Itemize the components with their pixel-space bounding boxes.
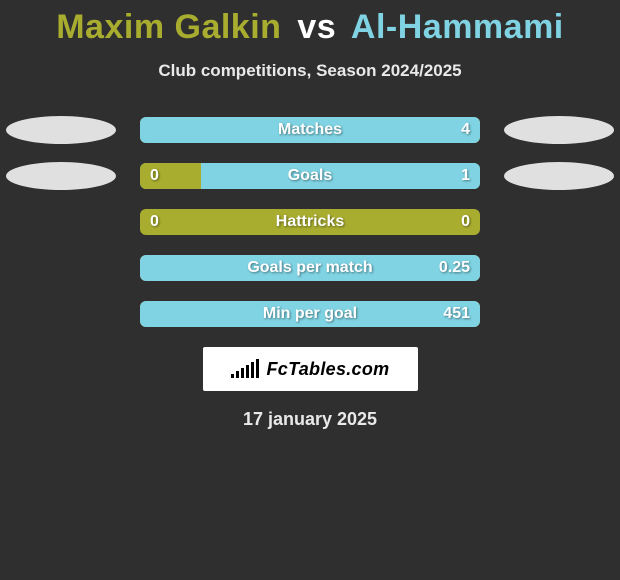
title-player1: Maxim Galkin — [56, 8, 281, 46]
stat-rows: Matches 4 Goals 0 1 Hattricks 0 0 Goals per matc… — [0, 117, 620, 327]
stat-label: Goals — [288, 167, 332, 185]
left-ellipse — [6, 162, 116, 190]
brand-logo-bar — [256, 359, 259, 378]
brand-logo-bar — [231, 374, 234, 378]
stat-row: Min per goal 451 — [0, 301, 620, 327]
title-vs: vs — [297, 8, 336, 46]
title: Maxim Galkin vs Al-Hammami — [0, 8, 620, 47]
brand-logo-bar — [246, 365, 249, 378]
stat-bar: Hattricks 0 0 — [140, 209, 480, 235]
infographic-root: Maxim Galkin vs Al-Hammami Club competit… — [0, 0, 620, 580]
bar-chart-icon — [231, 360, 259, 378]
stat-row: Hattricks 0 0 — [0, 209, 620, 235]
stat-left-value: 0 — [150, 167, 159, 185]
stat-label: Matches — [278, 121, 342, 139]
stat-label: Goals per match — [247, 259, 372, 277]
stat-row: Matches 4 — [0, 117, 620, 143]
stat-bar: Min per goal 451 — [140, 301, 480, 327]
brand-logo-bar — [241, 368, 244, 378]
brand-text: FcTables.com — [267, 359, 390, 380]
stat-right-value: 4 — [461, 121, 470, 139]
date: 17 january 2025 — [0, 409, 620, 430]
brand-box: FcTables.com — [203, 347, 418, 391]
bar-fill-right — [201, 163, 480, 189]
stat-row: Goals 0 1 — [0, 163, 620, 189]
stat-right-value: 451 — [443, 305, 470, 323]
subtitle: Club competitions, Season 2024/2025 — [0, 61, 620, 81]
stat-bar: Goals 0 1 — [140, 163, 480, 189]
stat-right-value: 0 — [461, 213, 470, 231]
stat-left-value: 0 — [150, 213, 159, 231]
stat-right-value: 1 — [461, 167, 470, 185]
stat-right-value: 0.25 — [439, 259, 470, 277]
right-ellipse — [504, 162, 614, 190]
stat-label: Min per goal — [263, 305, 357, 323]
stat-label: Hattricks — [276, 213, 344, 231]
stat-bar: Matches 4 — [140, 117, 480, 143]
brand-logo-bar — [251, 362, 254, 378]
left-ellipse — [6, 116, 116, 144]
right-ellipse — [504, 116, 614, 144]
stat-row: Goals per match 0.25 — [0, 255, 620, 281]
title-player2: Al-Hammami — [351, 8, 564, 46]
brand-logo-bar — [236, 371, 239, 378]
stat-bar: Goals per match 0.25 — [140, 255, 480, 281]
